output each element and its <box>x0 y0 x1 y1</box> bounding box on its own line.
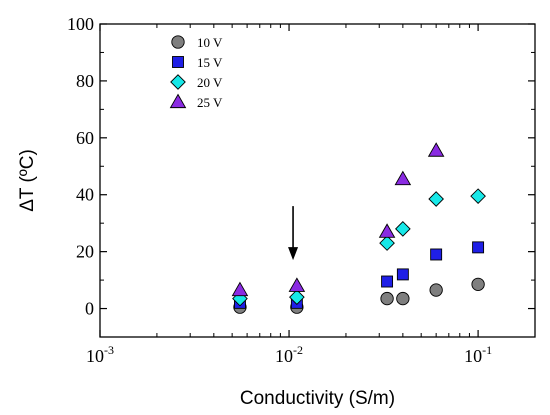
data-point <box>288 277 306 292</box>
data-point <box>380 291 394 306</box>
y-tick-label: 100 <box>67 14 94 34</box>
legend-marker <box>169 93 187 109</box>
data-point <box>378 223 396 238</box>
legend-label: 20 V <box>197 75 223 90</box>
x-tick-label: 10-3 <box>86 343 114 366</box>
x-axis-title: Conductivity (S/m) <box>240 388 395 409</box>
legend-marker <box>171 35 185 49</box>
legend-marker <box>170 74 186 90</box>
axes: 0 20 40 60 80 100 10-3 10-2 10-1 <box>67 14 536 366</box>
data-point <box>428 191 444 207</box>
data-point <box>429 283 443 297</box>
data-point <box>396 291 410 306</box>
series-15-v <box>234 241 485 309</box>
legend-label: 25 V <box>197 95 223 110</box>
legend-label: 10 V <box>197 35 223 50</box>
legend-label: 15 V <box>197 55 223 70</box>
annotations <box>288 206 299 261</box>
data-point <box>379 235 395 251</box>
plot-frame <box>99 23 536 338</box>
y-tick-label: 80 <box>76 71 94 91</box>
x-tick-label: 10-1 <box>464 343 492 366</box>
data-point <box>427 142 445 157</box>
data-point <box>471 277 485 292</box>
series-25-v <box>231 142 445 297</box>
y-tick-label: 40 <box>76 185 94 205</box>
data-point <box>430 248 443 261</box>
data-point <box>381 275 394 288</box>
data-point <box>289 289 305 306</box>
legend: 10 V 15 V 20 V 25 V <box>169 35 223 110</box>
y-tick-label: 20 <box>76 242 94 262</box>
y-axis-title: ΔT (ºC) <box>17 149 38 212</box>
y-tick-label: 0 <box>85 299 94 319</box>
data-point <box>394 170 412 186</box>
data-markers <box>231 142 486 314</box>
data-point <box>472 241 485 254</box>
data-point <box>395 221 411 237</box>
legend-marker <box>172 56 184 68</box>
series-10-v <box>233 277 485 314</box>
series-20-v <box>232 188 486 307</box>
y-tick-label: 60 <box>76 128 94 148</box>
data-point <box>231 281 249 297</box>
arrow-head <box>288 247 299 261</box>
data-point <box>396 268 409 281</box>
data-point <box>470 188 486 204</box>
x-tick-label: 10-2 <box>275 343 303 366</box>
